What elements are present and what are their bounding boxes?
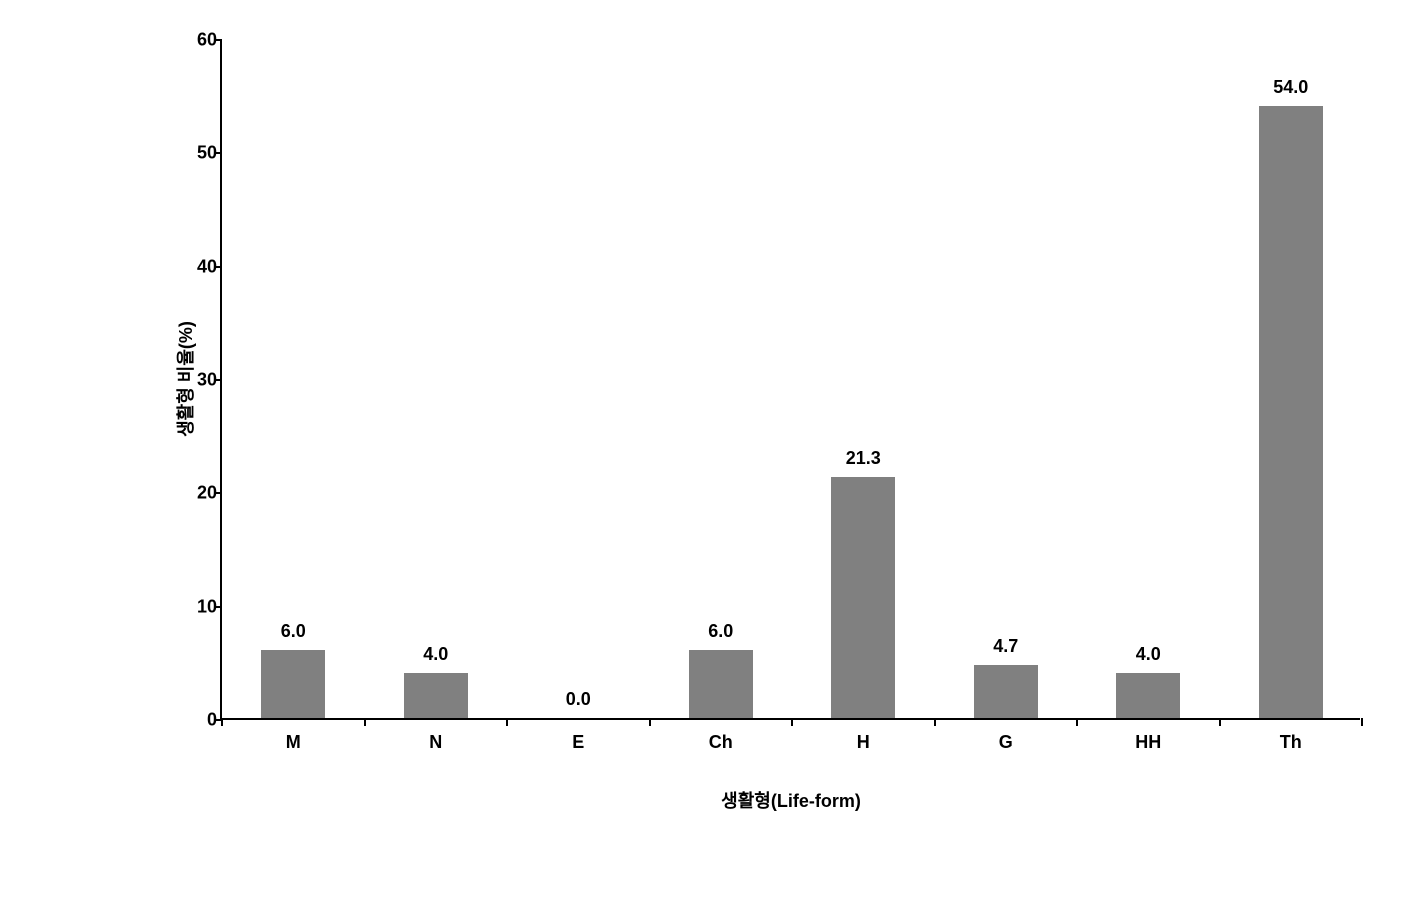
- x-tick-label: N: [429, 732, 442, 753]
- bar: [831, 477, 895, 718]
- bar: [261, 650, 325, 718]
- x-tick-mark: [1219, 718, 1221, 726]
- y-tick-label: 30: [177, 370, 217, 391]
- y-tick-mark: [214, 152, 222, 154]
- x-tick-label: Ch: [709, 732, 733, 753]
- x-tick-label: HH: [1135, 732, 1161, 753]
- x-tick-mark: [934, 718, 936, 726]
- y-tick-mark: [214, 379, 222, 381]
- x-axis-label: 생활형(Life-form): [721, 787, 861, 813]
- bar-value-label: 6.0: [708, 621, 733, 642]
- y-tick-label: 60: [177, 30, 217, 51]
- x-tick-mark: [364, 718, 366, 726]
- x-tick-label: G: [999, 732, 1013, 753]
- x-tick-label: M: [286, 732, 301, 753]
- bar-value-label: 4.0: [1136, 644, 1161, 665]
- bar: [1259, 106, 1323, 718]
- x-tick-mark: [506, 718, 508, 726]
- y-tick-mark: [214, 39, 222, 41]
- plot-area: 생활형 비율(%) 생활형(Life-form) 6.04.00.06.021.…: [220, 40, 1360, 720]
- x-tick-label: E: [572, 732, 584, 753]
- bar: [974, 665, 1038, 718]
- x-tick-mark: [1076, 718, 1078, 726]
- chart-container: 생활형 비율(%) 생활형(Life-form) 6.04.00.06.021.…: [140, 30, 1380, 810]
- y-tick-mark: [214, 606, 222, 608]
- y-tick-label: 40: [177, 256, 217, 277]
- bar-value-label: 4.7: [993, 636, 1018, 657]
- bar: [404, 673, 468, 718]
- x-tick-mark: [649, 718, 651, 726]
- bar-value-label: 4.0: [423, 644, 448, 665]
- x-tick-label: H: [857, 732, 870, 753]
- bar: [1116, 673, 1180, 718]
- x-tick-mark: [791, 718, 793, 726]
- bar-value-label: 0.0: [566, 689, 591, 710]
- x-tick-label: Th: [1280, 732, 1302, 753]
- x-tick-mark: [221, 718, 223, 726]
- y-tick-mark: [214, 266, 222, 268]
- y-tick-label: 50: [177, 143, 217, 164]
- y-tick-label: 20: [177, 483, 217, 504]
- y-tick-mark: [214, 492, 222, 494]
- bar: [689, 650, 753, 718]
- bar-value-label: 6.0: [281, 621, 306, 642]
- bar-value-label: 21.3: [846, 448, 881, 469]
- y-tick-label: 0: [177, 710, 217, 731]
- bar-value-label: 54.0: [1273, 77, 1308, 98]
- x-tick-mark: [1361, 718, 1363, 726]
- y-tick-label: 10: [177, 596, 217, 617]
